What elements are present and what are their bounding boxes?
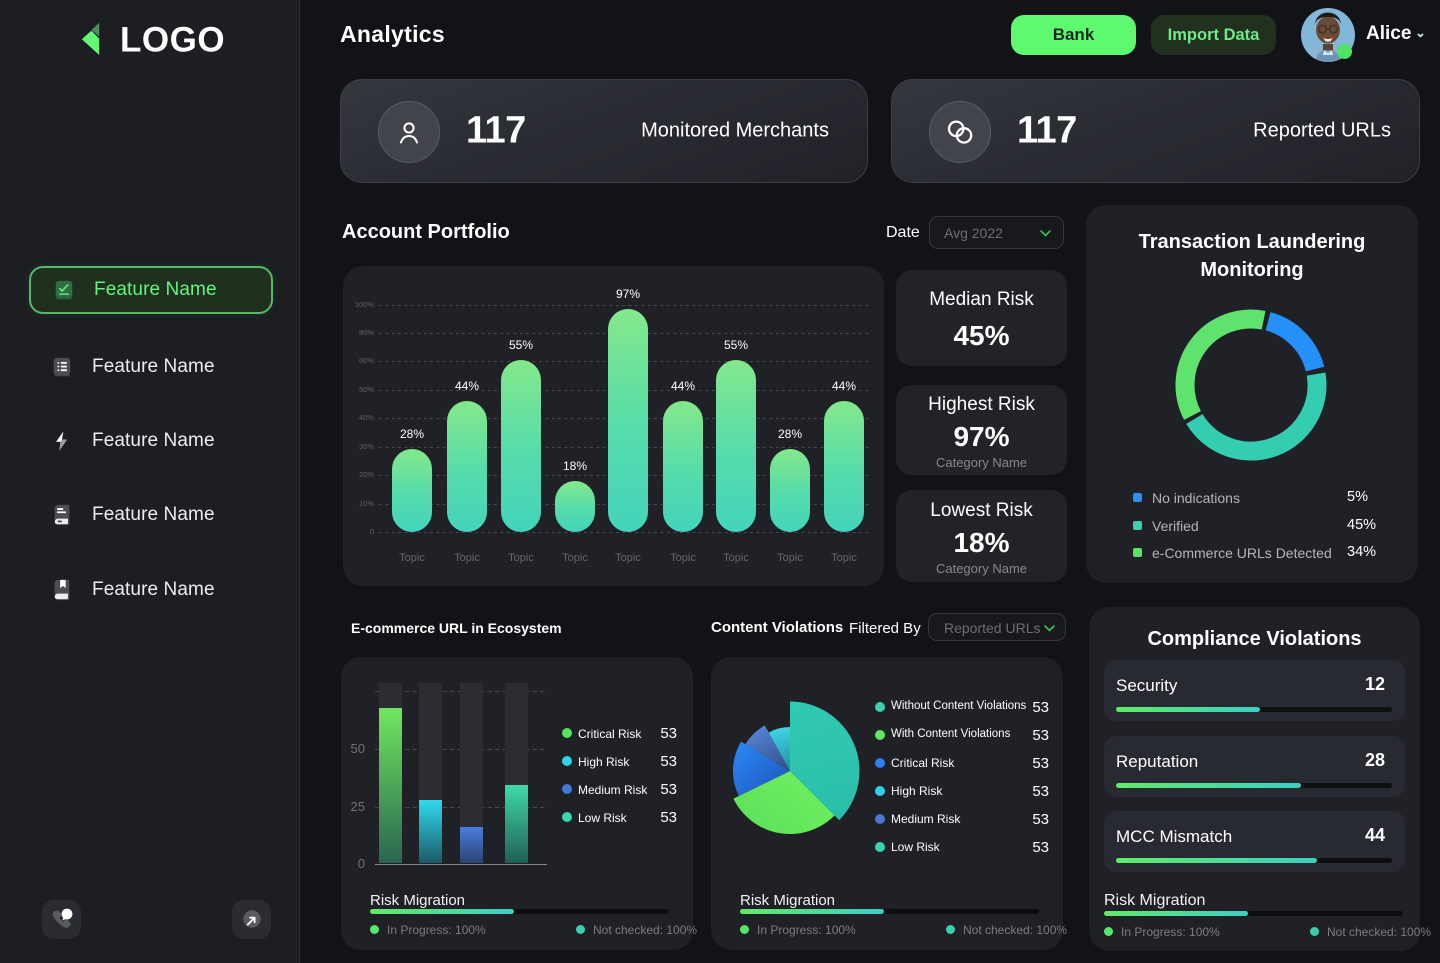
svg-text:LOGO: LOGO [120, 22, 225, 60]
